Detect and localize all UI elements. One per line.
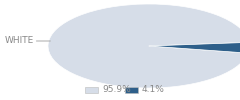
FancyBboxPatch shape [85,87,98,93]
FancyBboxPatch shape [125,87,138,93]
Text: 95.9%: 95.9% [102,86,131,94]
Text: ASIAN: ASIAN [0,99,1,100]
Wedge shape [149,42,240,53]
Wedge shape [48,4,240,88]
Text: WHITE: WHITE [4,36,50,46]
Text: 4.1%: 4.1% [142,86,164,94]
